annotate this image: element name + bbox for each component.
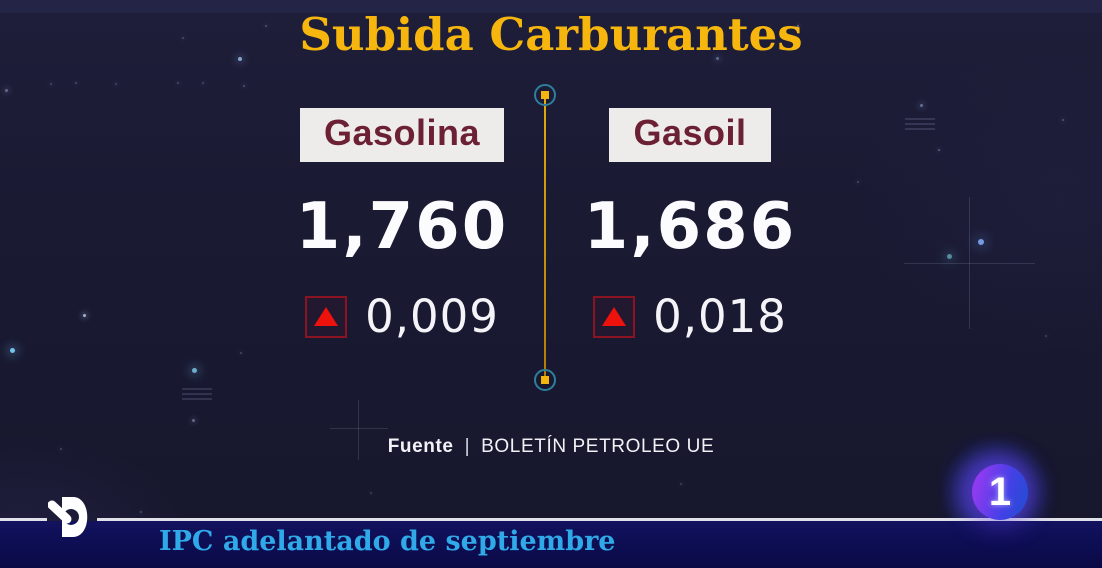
star-dot: [238, 57, 242, 61]
gasolina-column: Gasolina 1,760 0,009: [258, 108, 546, 343]
star-dot: [115, 83, 117, 85]
divider-endpoint-top-icon: [534, 84, 556, 106]
up-triangle-glyph: [602, 307, 627, 326]
star-dot: [797, 25, 799, 27]
up-triangle-icon: [305, 295, 348, 338]
gasoil-price-value: 1,686: [583, 190, 797, 264]
telediario-logo: [48, 497, 88, 537]
source-text: BOLETÍN PETROLEO UE: [481, 436, 715, 457]
gasoil-label: Gasoil: [609, 108, 771, 162]
channel-number: 1: [988, 470, 1012, 514]
star-dot: [202, 82, 204, 84]
gasoil-column: Gasoil 1,686 0,018: [546, 108, 834, 343]
star-dot: [60, 448, 62, 450]
la1-channel-logo: 1: [972, 464, 1028, 520]
star-dot: [50, 83, 52, 85]
gasoil-change-value: 0,018: [653, 290, 787, 343]
bottom-rule-left: [0, 518, 47, 521]
faint-crosshair-line: [969, 197, 970, 329]
star-dot: [5, 89, 8, 92]
star-dot: [716, 57, 719, 60]
star-dot: [265, 25, 267, 27]
star-dot: [140, 511, 142, 513]
faint-data-smudge: [182, 388, 212, 401]
star-dot: [857, 181, 859, 183]
star-dot: [75, 82, 77, 84]
source-separator: |: [464, 436, 471, 457]
star-dot: [1045, 335, 1047, 337]
gasoil-change-row: 0,018: [546, 290, 834, 343]
star-dot: [1062, 119, 1064, 121]
star-dot: [240, 352, 242, 354]
faint-data-smudge: [905, 118, 935, 131]
gasolina-change-row: 0,009: [258, 290, 546, 343]
star-dot: [243, 85, 245, 87]
top-edge-strip: [0, 0, 1102, 13]
up-triangle-icon: [593, 295, 636, 338]
star-dot: [192, 368, 197, 373]
star-dot: [83, 314, 86, 317]
star-dot: [177, 82, 179, 84]
divider-dot-square: [541, 376, 549, 384]
star-dot: [680, 483, 682, 485]
column-divider-line: [544, 96, 546, 379]
star-dot: [947, 254, 952, 259]
star-dot: [10, 348, 15, 353]
gasolina-label: Gasolina: [299, 108, 505, 162]
page-title: Subida Carburantes: [299, 8, 803, 61]
star-dot: [192, 419, 195, 422]
star-dot: [938, 149, 940, 151]
star-dot: [182, 37, 184, 39]
divider-endpoint-bottom-icon: [534, 369, 556, 391]
ticker-band: [0, 521, 1102, 568]
bottom-rule-right: [97, 518, 1102, 521]
source-label: Fuente: [387, 436, 454, 457]
ticker-headline: IPC adelantado de septiembre: [159, 526, 616, 557]
gasolina-price-value: 1,760: [295, 190, 509, 264]
gasolina-change-value: 0,009: [365, 290, 499, 343]
up-triangle-glyph: [314, 307, 339, 326]
star-dot: [370, 492, 372, 494]
source-attribution: Fuente | BOLETÍN PETROLEO UE: [0, 436, 1102, 458]
divider-dot-square: [541, 91, 549, 99]
star-dot: [920, 104, 923, 107]
faint-crosshair-line: [358, 400, 359, 460]
faint-crosshair-line: [904, 263, 1035, 264]
star-dot: [978, 239, 984, 245]
faint-crosshair-line: [330, 428, 388, 429]
